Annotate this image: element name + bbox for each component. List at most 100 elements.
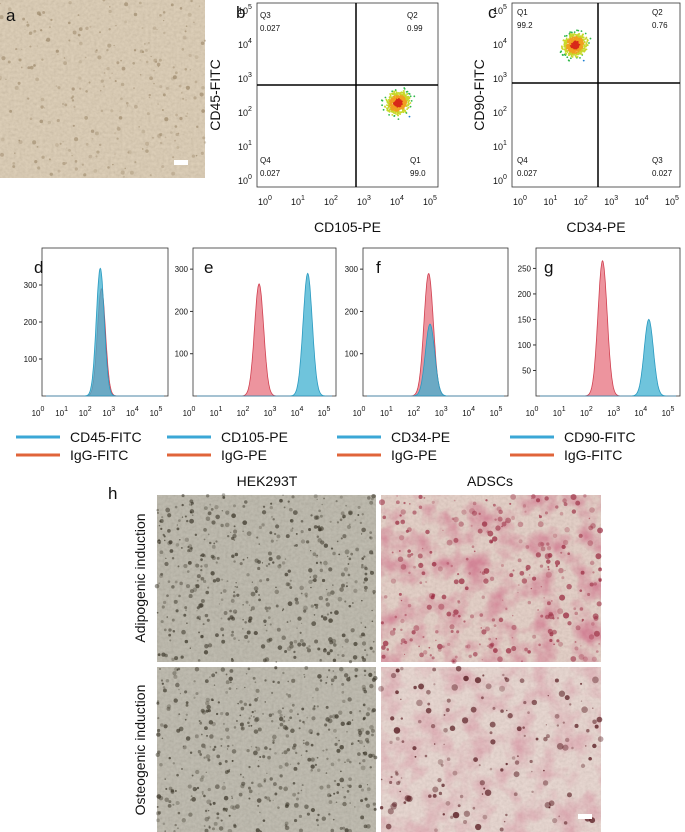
- panel-label: h: [108, 484, 117, 503]
- micrograph-cell: [174, 789, 177, 793]
- micrograph-cell: [182, 745, 185, 747]
- micrograph-cell: [451, 517, 455, 521]
- event-dot: [582, 36, 585, 39]
- micrograph-cell: [201, 86, 205, 90]
- micrograph-cell: [308, 645, 311, 648]
- micrograph-cell: [291, 678, 296, 683]
- quadrant-name: Q3: [652, 156, 663, 165]
- tick-base: 10: [318, 409, 327, 418]
- micrograph-cell: [592, 571, 595, 574]
- tick-exponent: 5: [499, 406, 503, 413]
- micrograph-cell: [592, 719, 597, 725]
- event-dot: [386, 104, 388, 107]
- micrograph-cell: [125, 101, 129, 105]
- micrograph-cell: [175, 71, 178, 75]
- event-dot: [586, 39, 589, 42]
- micrograph-cell: [159, 762, 163, 767]
- micrograph-cell: [299, 631, 302, 634]
- micrograph-cell: [305, 750, 308, 753]
- micrograph-cell: [381, 645, 386, 650]
- micrograph-cell: [218, 603, 221, 605]
- event-dot: [407, 97, 410, 100]
- micrograph-cell: [295, 600, 299, 605]
- event-dot: [570, 31, 573, 34]
- micrograph-cell: [361, 563, 364, 567]
- micrograph-cell: [239, 714, 242, 717]
- micrograph-cell: [437, 778, 442, 783]
- micrograph-cell: [425, 581, 428, 584]
- micrograph-cell: [369, 766, 372, 769]
- micrograph-cell: [297, 792, 300, 795]
- micrograph-cell: [556, 639, 560, 643]
- micrograph-cell: [341, 645, 344, 648]
- micrograph-cell: [147, 41, 150, 44]
- micrograph-cell: [161, 165, 165, 169]
- quadrant-value: 0.027: [260, 24, 281, 33]
- micrograph-cell: [78, 27, 83, 32]
- micrograph-cell: [250, 609, 253, 612]
- micrograph-cell: [126, 105, 129, 107]
- micrograph-cell: [54, 143, 59, 147]
- tick-base: 10: [493, 40, 503, 50]
- tick-label: 102: [79, 406, 92, 418]
- micrograph-cell: [174, 505, 178, 509]
- micrograph-cell: [209, 734, 214, 739]
- micrograph-cell: [205, 697, 210, 703]
- micrograph-cell: [67, 21, 71, 25]
- micrograph-cell: [569, 703, 572, 706]
- micrograph-cell: [170, 131, 173, 134]
- micrograph-cell: [185, 701, 189, 705]
- micrograph-cell: [574, 723, 579, 728]
- micrograph-cell: [355, 547, 359, 552]
- micrograph-cell: [203, 538, 206, 541]
- micrograph-cell: [512, 569, 515, 572]
- micrograph-cell: [68, 148, 71, 152]
- micrograph-cell: [172, 671, 177, 676]
- micrograph-cell: [341, 654, 345, 658]
- micrograph-cell: [362, 581, 366, 584]
- event-dot: [385, 99, 388, 102]
- micrograph-cell: [316, 535, 320, 538]
- micrograph-cell: [219, 712, 224, 716]
- micrograph-cell: [505, 517, 511, 524]
- micrograph-cell: [333, 779, 337, 783]
- event-dot: [389, 96, 391, 98]
- micrograph-cell: [321, 578, 326, 583]
- tick-exponent: 0: [192, 406, 196, 413]
- micrograph-cell: [358, 784, 362, 789]
- micrograph-cell: [524, 510, 527, 513]
- event-dot: [395, 112, 397, 115]
- micrograph-cell: [429, 654, 432, 657]
- micrograph-cell: [559, 511, 564, 516]
- event-dot: [407, 106, 410, 109]
- micrograph-cell: [319, 526, 324, 531]
- micrograph-cell: [176, 728, 181, 733]
- micrograph-cell: [303, 673, 305, 676]
- row-label: Osteogenic induction: [132, 685, 148, 816]
- event-dot: [389, 102, 392, 104]
- micrograph-cell: [418, 645, 420, 648]
- micrograph-cell: [343, 795, 347, 799]
- tick-exponent: 0: [268, 195, 272, 202]
- micrograph-cell: [212, 579, 217, 583]
- micrograph-cell: [462, 820, 468, 825]
- event-dot: [388, 111, 391, 113]
- micrograph-cell: [303, 605, 308, 611]
- tick-base: 10: [526, 409, 535, 418]
- micrograph-cell: [284, 824, 288, 827]
- micrograph-cell: [63, 61, 68, 66]
- micrograph-cell: [372, 640, 375, 643]
- event-dot: [571, 56, 574, 58]
- micrograph-cell: [395, 520, 400, 525]
- micrograph-cell: [349, 760, 352, 764]
- micrograph-cell: [220, 523, 224, 528]
- micrograph-cell: [443, 714, 446, 716]
- micrograph-cell: [566, 792, 572, 798]
- micrograph-cell: [274, 589, 280, 595]
- micrograph-cell: [318, 509, 321, 513]
- micrograph-cell: [201, 553, 205, 557]
- micrograph-cell: [297, 762, 300, 765]
- micrograph-cell: [172, 803, 175, 806]
- micrograph-cell: [188, 503, 192, 506]
- micrograph-cell: [201, 793, 204, 795]
